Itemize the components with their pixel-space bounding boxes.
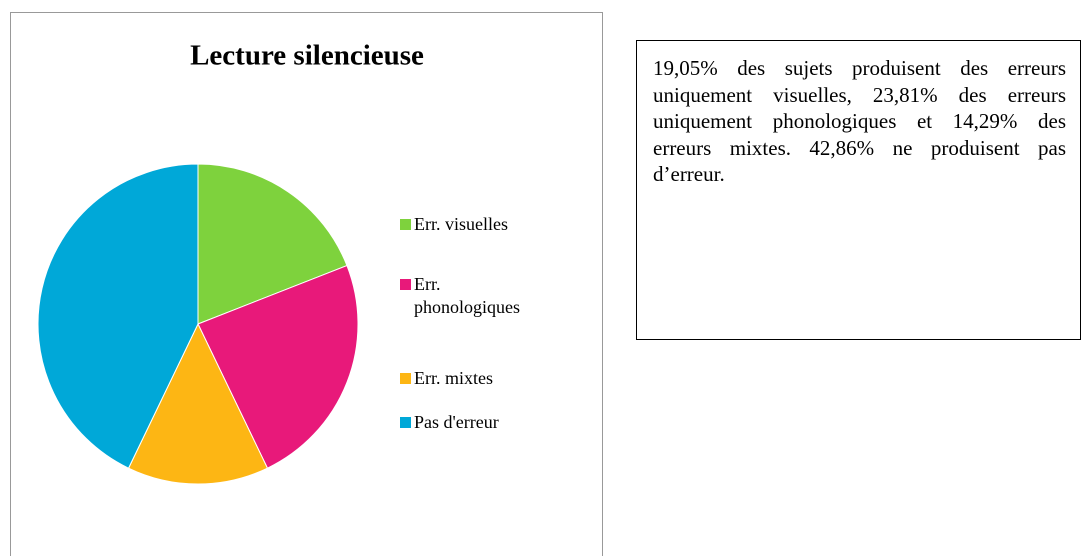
- pie-slice: [197, 163, 348, 325]
- legend-swatch: [400, 417, 411, 428]
- legend-swatch: [400, 219, 411, 230]
- legend-label: Err. mixtes: [414, 368, 493, 388]
- chart-title: Lecture silencieuse: [190, 40, 424, 72]
- legend-swatch: [400, 373, 411, 384]
- legend-label: Pas d'erreur: [414, 412, 499, 432]
- legend-label: Err. visuelles: [414, 214, 508, 234]
- pie-slice: [37, 163, 199, 469]
- pie-slice: [197, 264, 359, 469]
- legend-label: Err. phonologiques: [414, 274, 520, 317]
- legend-swatch: [400, 279, 411, 290]
- note-box: 19,05% des sujets produisent des erreurs…: [636, 40, 1081, 340]
- pie-slice: [127, 322, 269, 485]
